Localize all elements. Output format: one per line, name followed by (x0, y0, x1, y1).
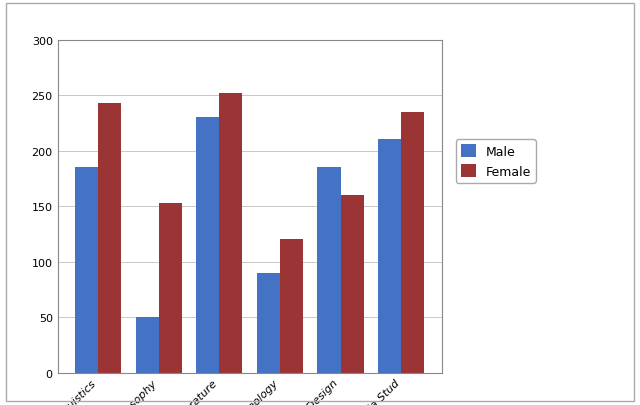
Bar (401, 113, 424, 373)
Bar (340, 196, 364, 373)
Bar (136, 317, 159, 373)
Legend: Male, Female: Male, Female (456, 140, 536, 183)
Bar (98, 104, 121, 373)
Bar (220, 94, 243, 373)
Bar (257, 273, 280, 373)
Bar (75, 168, 98, 373)
Bar (317, 168, 340, 373)
Bar (280, 240, 303, 373)
Bar (378, 140, 401, 373)
Bar (196, 118, 220, 373)
Bar (159, 203, 182, 373)
